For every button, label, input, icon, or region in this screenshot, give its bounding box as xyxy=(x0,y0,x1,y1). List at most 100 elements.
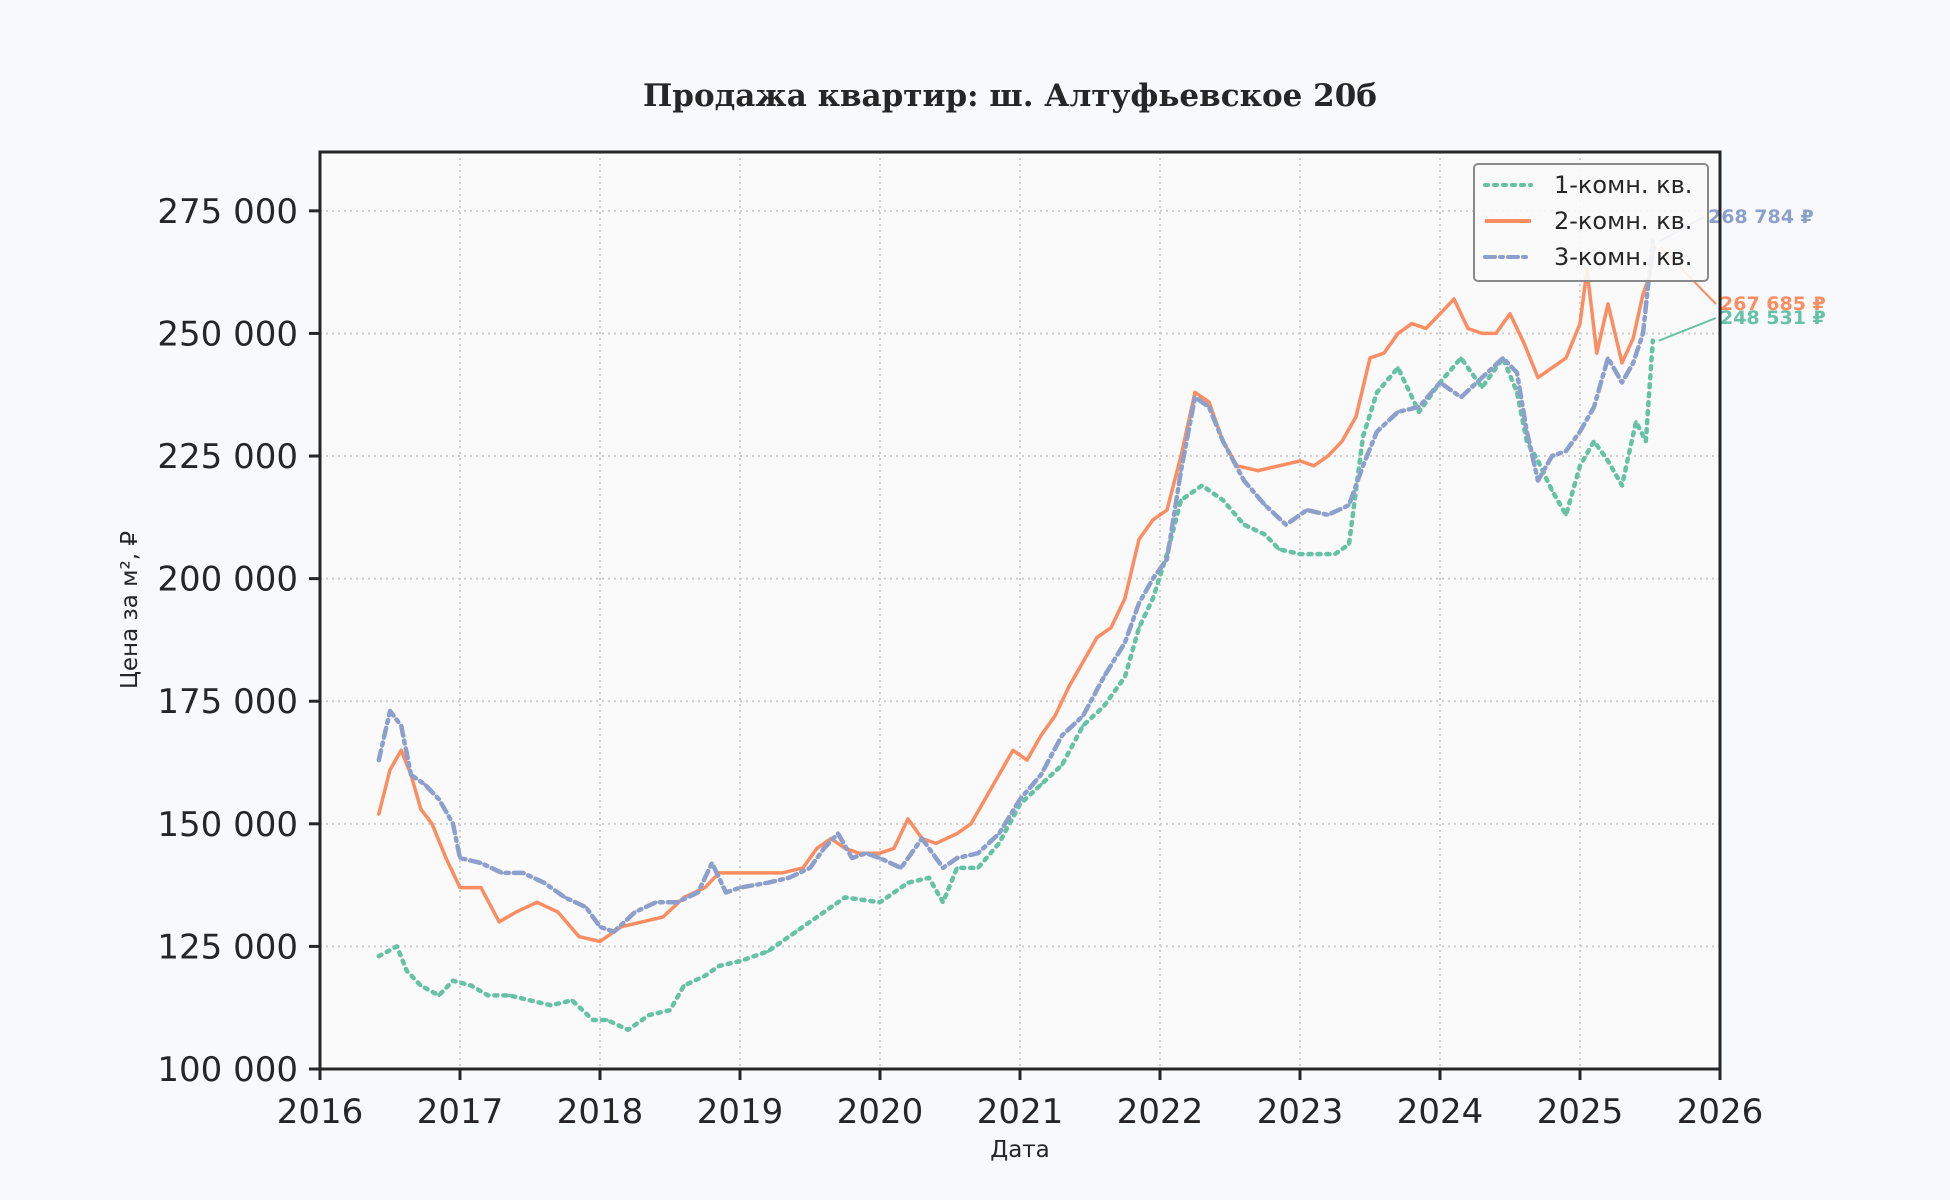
data-point xyxy=(1319,552,1323,556)
data-point xyxy=(542,881,546,885)
data-point xyxy=(661,915,665,919)
y-tick-label: 125 000 xyxy=(157,927,298,967)
data-point xyxy=(1641,331,1645,336)
data-point xyxy=(1193,395,1197,399)
data-point xyxy=(1515,390,1519,394)
data-point xyxy=(955,856,959,860)
data-point xyxy=(759,871,763,875)
data-point xyxy=(1060,763,1064,767)
data-point xyxy=(591,1018,595,1022)
data-point xyxy=(1081,724,1085,728)
data-point xyxy=(451,822,455,826)
data-point xyxy=(1298,552,1302,556)
data-point xyxy=(1536,459,1540,463)
end-label-three-room: 268 784 ₽ xyxy=(1708,206,1814,228)
data-point xyxy=(941,866,945,870)
data-point xyxy=(997,832,1001,836)
data-point xyxy=(1592,439,1596,443)
data-point xyxy=(577,934,581,939)
data-point xyxy=(906,881,910,885)
x-tick-label: 2017 xyxy=(417,1092,504,1132)
data-point xyxy=(437,797,441,801)
data-point xyxy=(1410,322,1414,326)
y-axis-label: Цена за м², ₽ xyxy=(117,531,143,689)
axis-ticks: 2016 2017 2018 2019 2020 2021 2022 2023 2024 2025… xyxy=(157,192,1763,1132)
data-point xyxy=(899,866,903,870)
data-point xyxy=(1193,390,1197,394)
data-point xyxy=(500,871,504,875)
data-point xyxy=(1039,773,1043,777)
data-point xyxy=(1631,336,1635,340)
legend-label-three-room: 3-комн. кв. xyxy=(1554,243,1692,271)
data-point xyxy=(1333,552,1337,556)
data-point xyxy=(419,984,423,988)
data-point xyxy=(1137,537,1141,541)
data-point xyxy=(1382,351,1386,355)
data-point xyxy=(843,895,847,899)
data-point xyxy=(535,900,539,904)
data-point xyxy=(668,1008,672,1012)
data-point xyxy=(563,895,567,899)
data-point xyxy=(1550,366,1554,370)
data-point xyxy=(1550,454,1554,458)
data-point xyxy=(738,959,742,963)
end-label-one-room: 248 531 ₽ xyxy=(1720,307,1826,329)
data-point xyxy=(1039,782,1043,787)
data-point xyxy=(1053,714,1057,718)
x-tick-label: 2026 xyxy=(1677,1092,1764,1132)
data-point xyxy=(409,773,413,777)
y-tick-label: 100 000 xyxy=(157,1050,298,1090)
data-point xyxy=(633,910,637,914)
data-point xyxy=(377,954,381,958)
legend-box xyxy=(1473,163,1709,282)
data-point xyxy=(1361,464,1365,468)
data-point xyxy=(1417,410,1421,414)
data-point xyxy=(647,1013,651,1017)
data-point xyxy=(1137,626,1141,630)
data-point xyxy=(1095,635,1099,640)
data-point xyxy=(766,881,770,885)
data-point xyxy=(815,846,819,850)
data-point xyxy=(507,993,511,998)
data-point xyxy=(675,900,679,904)
data-point xyxy=(1480,331,1484,336)
data-point xyxy=(458,856,462,860)
data-point xyxy=(1578,464,1582,468)
data-point xyxy=(780,871,784,875)
series-line-three-room xyxy=(376,239,1656,934)
data-point xyxy=(1305,508,1309,512)
data-point xyxy=(696,890,700,895)
data-point xyxy=(1536,375,1540,380)
data-point xyxy=(437,993,441,998)
x-tick-label: 2025 xyxy=(1537,1092,1624,1132)
data-point xyxy=(1525,429,1529,434)
data-point xyxy=(521,871,525,875)
data-point xyxy=(1263,503,1267,507)
data-point xyxy=(1242,478,1246,483)
data-point xyxy=(1620,380,1624,385)
data-point xyxy=(892,846,896,850)
data-point xyxy=(1592,405,1596,409)
data-point xyxy=(822,846,826,850)
data-point xyxy=(528,998,532,1002)
x-tick-label: 2022 xyxy=(1117,1092,1204,1132)
data-point xyxy=(451,979,455,983)
data-point xyxy=(1165,508,1169,512)
data-point xyxy=(1123,640,1127,644)
data-point xyxy=(934,841,938,846)
data-point xyxy=(1326,513,1330,517)
data-point xyxy=(878,851,882,855)
data-point xyxy=(878,856,882,860)
data-point xyxy=(1396,366,1400,370)
data-point xyxy=(1102,675,1106,679)
data-point xyxy=(423,782,427,787)
data-point xyxy=(479,861,483,865)
data-point xyxy=(1102,704,1106,708)
data-point xyxy=(1221,439,1225,443)
data-point xyxy=(1200,483,1204,488)
data-point xyxy=(1081,660,1085,664)
x-tick-label: 2020 xyxy=(837,1092,924,1132)
data-point xyxy=(598,925,602,929)
data-point xyxy=(1354,415,1358,419)
data-point xyxy=(1242,523,1246,527)
